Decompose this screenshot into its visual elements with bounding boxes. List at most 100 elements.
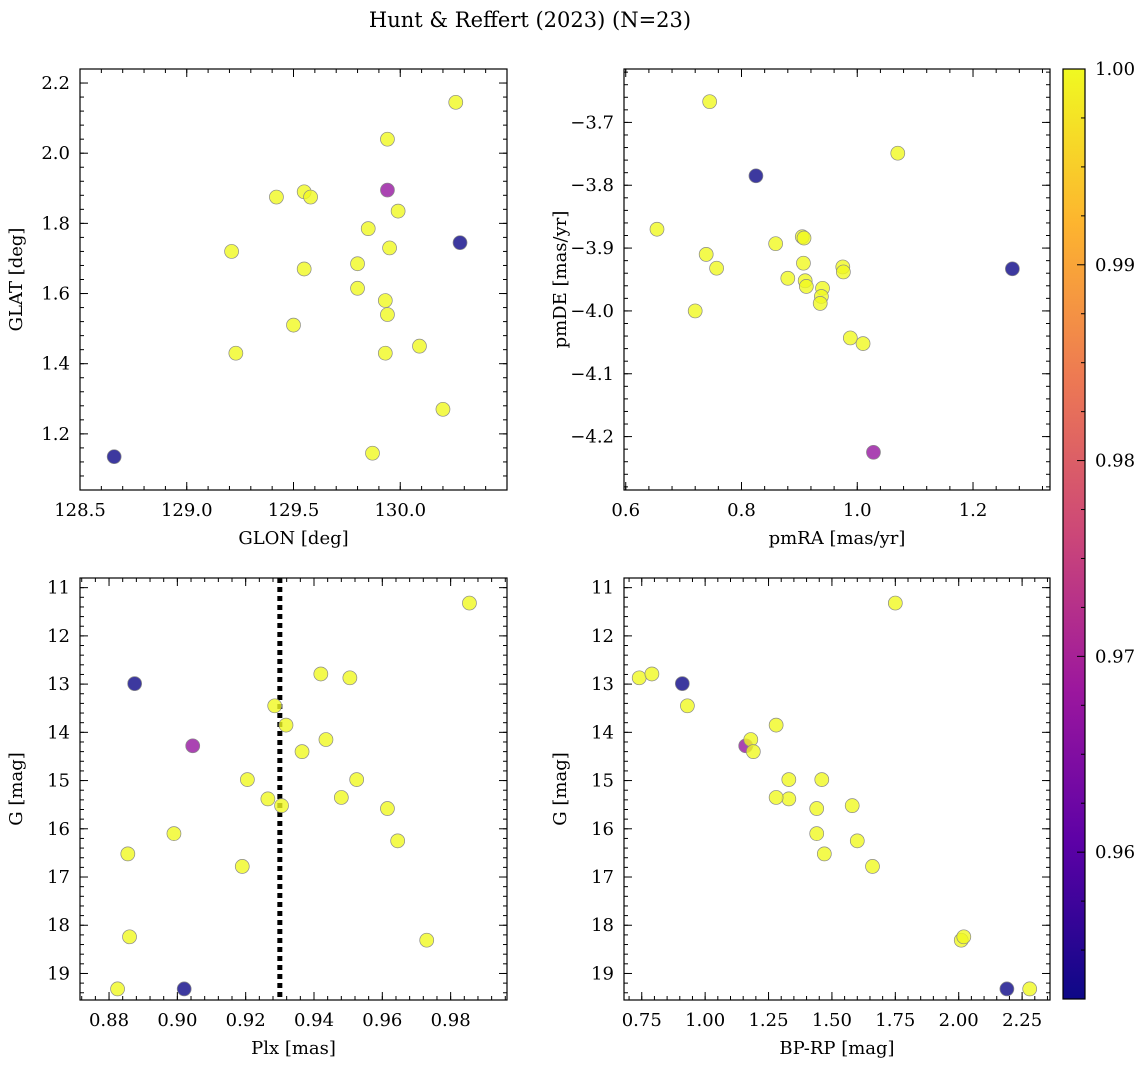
scatter-point: [743, 732, 759, 747]
y-tick-label: −4.2: [570, 427, 614, 448]
y-tick-label: −3.9: [570, 238, 614, 259]
y-tick-label: 16: [47, 819, 70, 840]
scatter-point: [365, 445, 380, 461]
x-tick-label: 0.75: [622, 1010, 662, 1031]
scatter-point: [887, 595, 903, 611]
y-tick-label: 16: [591, 819, 614, 840]
scatter-point: [796, 255, 811, 271]
x-axis-label: pmRA [mas/yr]: [769, 528, 906, 549]
scatter-point: [318, 732, 334, 747]
scatter-point: [294, 744, 310, 759]
x-tick-label: 0.92: [226, 1010, 266, 1031]
scatter-point: [748, 168, 764, 184]
scatter-point: [709, 260, 724, 276]
colorbar-tick-label: 0.97: [1095, 646, 1135, 667]
scatter-point: [228, 345, 244, 361]
plot-frame: [623, 577, 1051, 1001]
x-tick-label: 0.8: [727, 500, 756, 521]
y-tick-label: 1.6: [41, 284, 70, 305]
y-axis-label: G [mag]: [550, 752, 571, 825]
x-tick-label: 130.0: [374, 500, 426, 521]
y-tick-label: 18: [47, 915, 70, 936]
y-tick-label: −3.8: [570, 175, 614, 196]
scatter-point: [999, 981, 1015, 997]
scatter-point: [768, 236, 783, 252]
scatter-point: [702, 94, 718, 110]
y-tick-label: 1.2: [41, 424, 70, 445]
scatter-point: [768, 717, 784, 733]
scatter-point: [798, 279, 814, 294]
y-axis-label: G [mag]: [6, 752, 27, 825]
scatter-point: [745, 744, 761, 759]
scatter-panel-bprp-g: 0.75 1.00 1.25 1.50 1.75 2.00 2.25 11 12 13 14 15 16…: [550, 577, 1051, 1059]
y-tick-label: −4.0: [570, 301, 614, 322]
x-tick-label: 1.50: [812, 1010, 852, 1031]
scatter-point: [1005, 261, 1020, 277]
colorbar: 0.96 0.97 0.98 0.99 1.00: [1062, 59, 1135, 1000]
x-tick-label: 1.75: [875, 1010, 915, 1031]
scatter-points: [631, 595, 1038, 997]
scatter-point: [865, 859, 880, 874]
y-tick-label: 11: [47, 578, 70, 599]
plot-frame: [79, 68, 508, 491]
scatter-point: [127, 676, 143, 691]
y-tick-label: 18: [591, 915, 614, 936]
scatter-point: [812, 296, 828, 311]
scatter-point: [224, 244, 239, 259]
scatter-point: [844, 798, 860, 813]
scatter-point: [185, 738, 201, 754]
y-tick-label: 1.8: [41, 213, 70, 234]
y-tick-label: 2.2: [41, 73, 70, 94]
scatter-point: [122, 929, 137, 945]
x-tick-label: 0.94: [294, 1010, 334, 1031]
scatter-point: [390, 203, 406, 219]
scatter-point: [269, 189, 284, 205]
scatter-point: [377, 293, 393, 308]
y-axis-label: GLAT [deg]: [6, 228, 27, 332]
scatter-point: [890, 145, 906, 161]
scatter-point: [814, 772, 830, 787]
scatter-point: [176, 981, 192, 997]
scatter-point: [349, 772, 365, 787]
y-tick-label: 19: [591, 963, 614, 984]
colorbar-gradient: [1062, 68, 1086, 1000]
scatter-point: [780, 270, 796, 286]
x-tick-label: 128.5: [54, 500, 106, 521]
scatter-point: [866, 444, 881, 460]
scatter-point: [360, 221, 376, 236]
x-axis-label: Plx [mas]: [251, 1038, 336, 1059]
scatter-point: [680, 698, 695, 714]
scatter-point: [412, 338, 427, 354]
y-tick-label: 11: [591, 578, 614, 599]
y-axis-label: pmDE [mas/yr]: [550, 211, 571, 349]
x-tick-label: 1.25: [748, 1010, 788, 1031]
scatter-point: [956, 929, 972, 945]
scatter-point: [781, 772, 797, 787]
scatter-point: [781, 791, 797, 807]
colorbar-tick-label: 1.00: [1095, 59, 1135, 80]
y-tick-label: 13: [591, 674, 614, 695]
scatter-panel-glon-glat: 128.5 129.0 129.5 130.0 1.2 1.4 1.6 1.8 2.0 2.2 GL…: [6, 68, 508, 549]
scatter-point: [274, 798, 289, 813]
y-tick-label: 13: [47, 674, 70, 695]
scatter-point: [1022, 981, 1038, 997]
scatter-point: [380, 801, 395, 816]
scatter-point: [796, 230, 812, 246]
axis-ticks: [624, 577, 1050, 1000]
scatter-point: [768, 790, 784, 805]
scatter-point: [313, 666, 329, 682]
scatter-points: [110, 595, 477, 997]
scatter-point: [240, 772, 255, 787]
scatter-panel-plx-g: 0.88 0.90 0.92 0.94 0.96 0.98 11 12 13 14 15 16 17 18…: [6, 577, 508, 1059]
scatter-point: [649, 221, 665, 237]
scatter-point: [278, 717, 294, 733]
scatter-point: [448, 94, 464, 110]
scatter-point: [166, 826, 182, 841]
scatter-points: [649, 94, 1020, 460]
axis-ticks: [624, 69, 1050, 490]
plot-frame: [623, 68, 1051, 491]
x-tick-label: 0.88: [89, 1010, 129, 1031]
x-tick-label: 0.6: [611, 500, 640, 521]
x-tick-label: 1.00: [685, 1010, 725, 1031]
